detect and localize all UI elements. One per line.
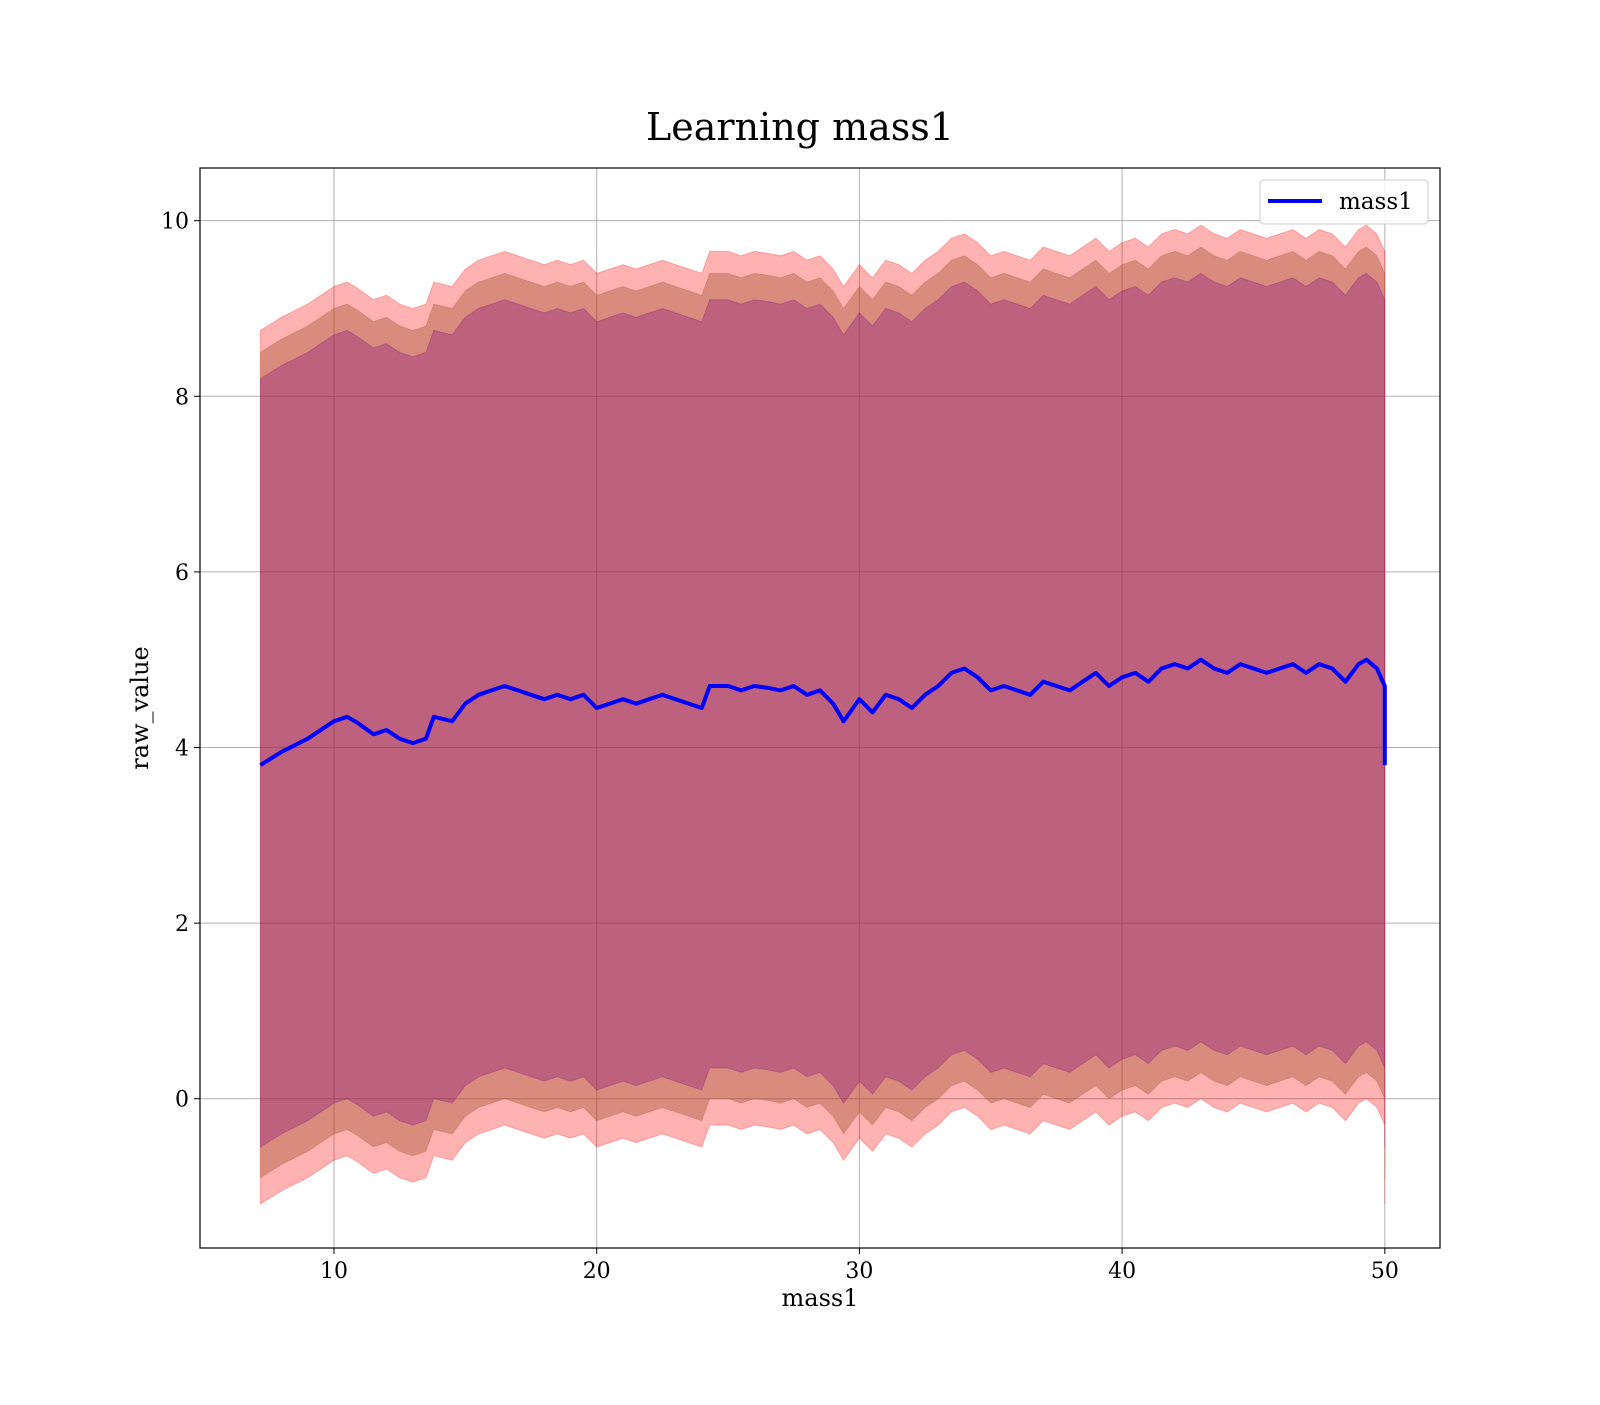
y-tick-label: 6 xyxy=(175,561,189,586)
x-tick-label: 50 xyxy=(1371,1259,1399,1284)
legend-label: mass1 xyxy=(1339,189,1413,215)
y-axis-label: raw_value xyxy=(126,646,154,770)
uncertainty-band xyxy=(259,272,1386,1148)
line-layer xyxy=(259,657,1387,767)
legend-box xyxy=(1259,179,1429,225)
x-tick-label: 40 xyxy=(1108,1259,1136,1284)
x-tick-label: 10 xyxy=(320,1259,348,1284)
y-tick-label: 2 xyxy=(175,912,189,937)
y-tick-label: 10 xyxy=(161,210,189,235)
x-axis-label: mass1 xyxy=(782,1284,859,1312)
x-tick-label: 20 xyxy=(583,1259,611,1284)
series-line-mass1 xyxy=(259,657,1387,767)
tick-layer: 10 20 30 40 50 0 2 4 6 8 10 xyxy=(161,210,1399,1284)
chart-title: Learning mass1 xyxy=(646,105,954,149)
uncertainty-band xyxy=(259,246,1386,1179)
plot-frame xyxy=(199,167,1441,1249)
x-tick-label: 30 xyxy=(845,1259,873,1284)
y-tick-label: 4 xyxy=(175,737,189,762)
legend: mass1 xyxy=(1259,179,1429,225)
y-tick-label: 8 xyxy=(175,385,189,410)
y-tick-label: 0 xyxy=(175,1088,189,1113)
uncertainty-band xyxy=(259,224,1386,1206)
band-layer xyxy=(259,224,1386,1206)
